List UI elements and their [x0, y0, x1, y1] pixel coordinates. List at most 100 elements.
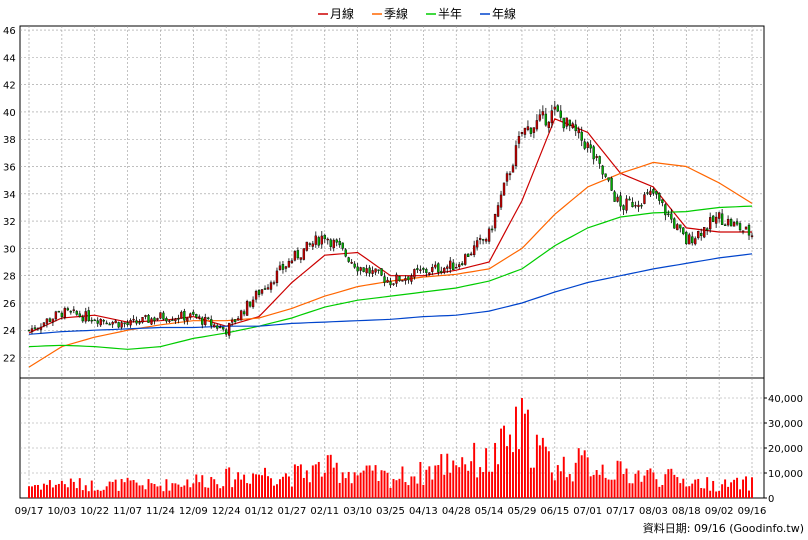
volume-bar — [395, 480, 398, 498]
volume-bar — [577, 448, 580, 498]
volume-bar — [299, 464, 302, 498]
volume-bar — [529, 467, 532, 498]
candle-body — [377, 269, 380, 271]
candle-body — [174, 318, 177, 322]
candle-body — [422, 267, 425, 270]
ma-line — [28, 161, 753, 368]
volume-bar — [416, 483, 419, 498]
candle-body — [251, 299, 255, 308]
volume-bar — [126, 477, 129, 498]
candle-body — [595, 156, 598, 158]
volume-bar — [428, 466, 431, 498]
candle-body — [374, 268, 377, 273]
candle-body — [529, 127, 533, 134]
volume-bar — [565, 477, 568, 498]
volume-bar — [237, 472, 240, 498]
candle-body — [586, 142, 589, 149]
volume-bar — [479, 467, 482, 498]
candle-body — [691, 236, 694, 244]
candle-body — [132, 318, 135, 321]
candle-body — [105, 322, 108, 325]
date-tick-label: 11/24 — [146, 506, 175, 517]
volume-bar — [240, 479, 243, 498]
candle-body — [538, 114, 542, 121]
volume-bar — [96, 489, 99, 498]
candle-body — [239, 310, 243, 321]
candle-body — [72, 309, 75, 311]
candle-body — [655, 191, 658, 195]
volume-bar — [141, 485, 144, 498]
volume-bar — [655, 479, 658, 498]
volume-bar — [186, 479, 189, 498]
volume-bar — [673, 474, 676, 498]
candle-body — [643, 194, 646, 204]
candle-body — [601, 165, 604, 175]
volume-bar — [377, 481, 380, 498]
volume-bar — [515, 406, 517, 498]
volume-bar — [114, 479, 117, 498]
candle-body — [565, 117, 568, 127]
candle-body — [589, 144, 592, 149]
chart-legend: 月線 季線 半年 年線 — [318, 6, 516, 21]
candle-body — [278, 265, 282, 270]
volume-bar — [204, 487, 207, 498]
candle-body — [326, 238, 329, 241]
volume-bar — [652, 472, 655, 498]
candle-body — [126, 322, 129, 326]
candle-body — [230, 319, 234, 323]
date-tick-label: 04/28 — [442, 506, 471, 517]
volume-bar — [706, 477, 709, 498]
volume-bar — [392, 478, 395, 498]
candle-body — [413, 269, 416, 278]
candle-body — [305, 241, 309, 251]
candle-body — [709, 217, 712, 230]
candle-body — [254, 291, 258, 300]
volume-bar — [314, 464, 317, 498]
volume-bar — [422, 484, 425, 498]
candle-body — [505, 173, 509, 182]
volume-bar — [311, 465, 314, 498]
candle-body — [577, 129, 580, 134]
volume-bar — [380, 470, 383, 498]
candle-body — [204, 317, 207, 325]
volume-bar — [153, 484, 156, 498]
date-tick-label: 12/09 — [179, 506, 208, 517]
candle-body — [114, 320, 117, 324]
candle-body — [410, 275, 413, 282]
candle-body — [311, 243, 314, 247]
volume-bar — [604, 477, 607, 498]
volume-bar — [51, 487, 54, 498]
candle-body — [682, 227, 685, 235]
candle-body — [455, 267, 458, 269]
source-label: 資料日期: 09/16 (Goodinfo.tw) — [643, 521, 804, 535]
candle-body — [195, 314, 198, 318]
candle-body — [458, 264, 461, 267]
volume-bar — [736, 477, 739, 498]
volume-bar — [419, 461, 422, 498]
volume-bar — [446, 453, 449, 498]
volume-bar — [664, 474, 667, 498]
candle-body — [607, 177, 610, 181]
volume-tick-label: 40,000 — [768, 394, 803, 405]
candle-body — [150, 318, 153, 325]
candle-body — [153, 317, 156, 322]
date-tick-label: 09/02 — [705, 506, 734, 517]
candle-body — [640, 204, 643, 207]
candle-body — [81, 316, 84, 322]
candle-body — [308, 243, 312, 245]
candle-body — [347, 257, 350, 262]
candle-body — [469, 253, 473, 256]
volume-bar — [580, 455, 583, 498]
candle-body — [571, 123, 574, 128]
date-tick-label: 08/03 — [639, 506, 668, 517]
volume-bar — [132, 480, 135, 498]
volume-bar — [497, 464, 500, 498]
volume-bar — [700, 488, 703, 498]
volume-bar — [401, 466, 404, 498]
ma-line — [28, 205, 753, 350]
volume-bar — [610, 479, 613, 498]
candle-body — [87, 310, 90, 322]
volume-bar — [595, 470, 598, 498]
candle-body — [744, 226, 748, 230]
